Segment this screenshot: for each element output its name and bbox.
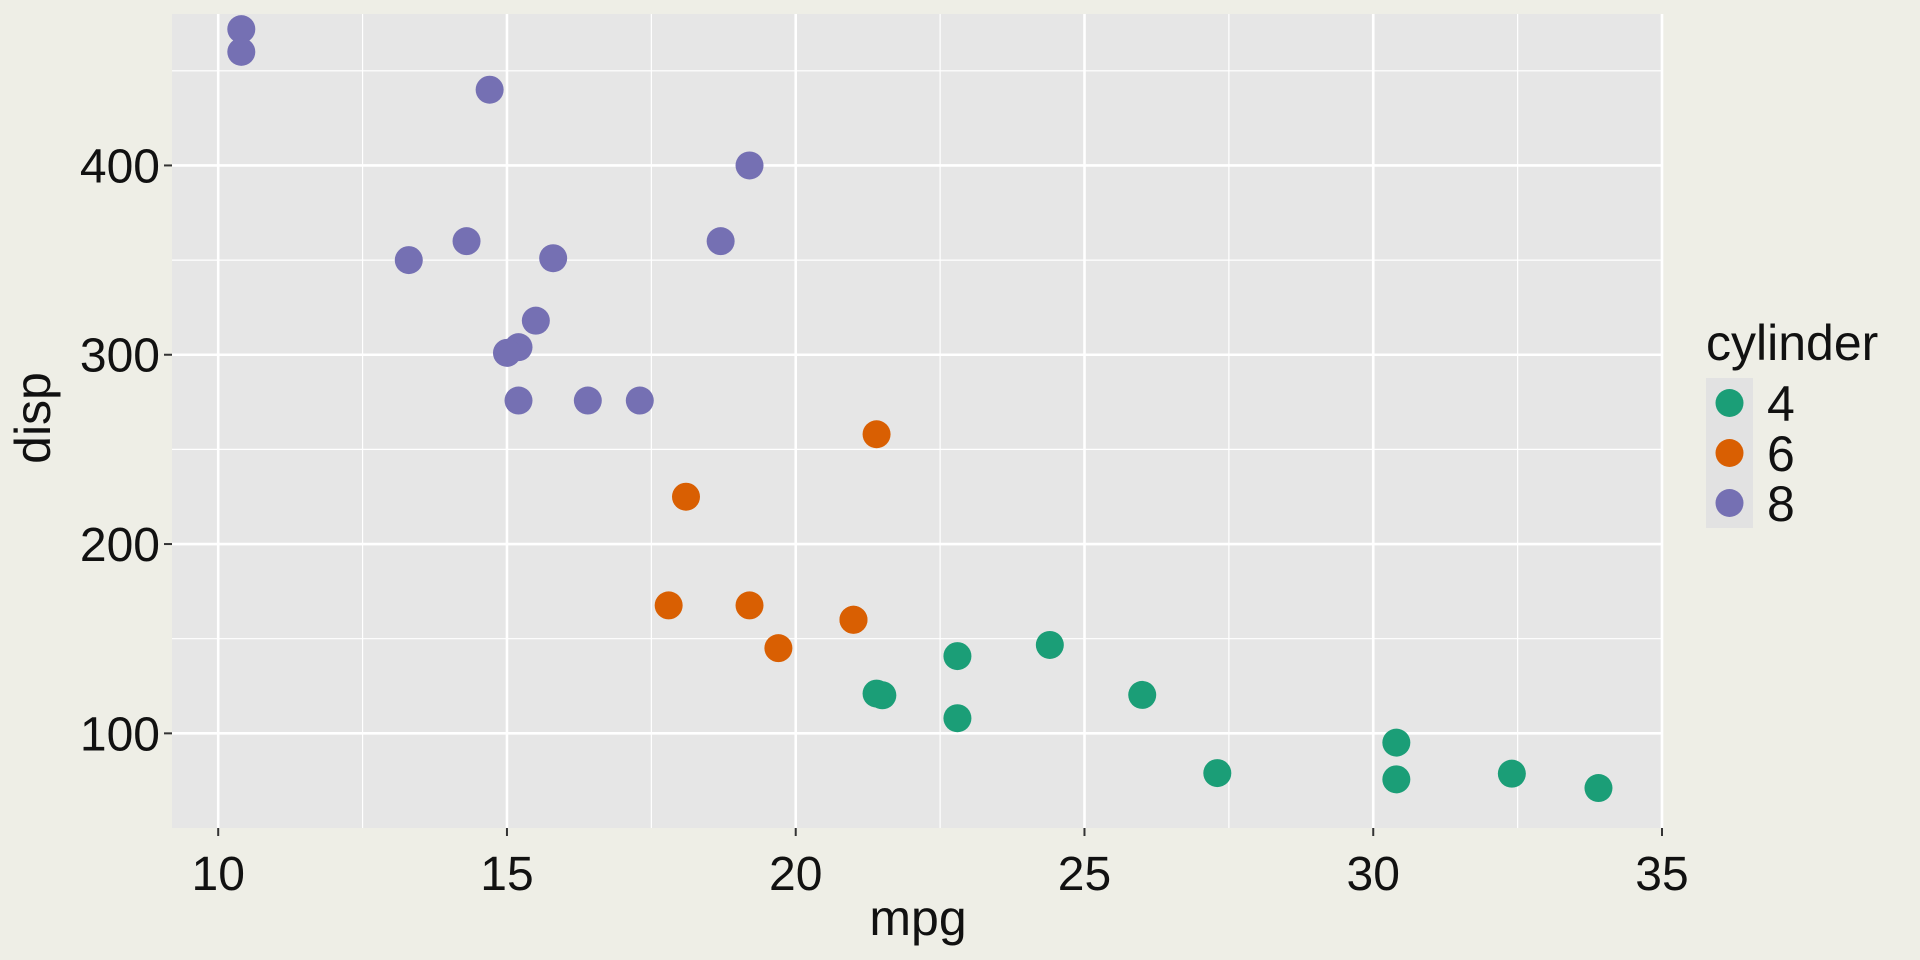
data-point-cyl-6: [764, 634, 793, 663]
x-tick-label: 25: [1058, 848, 1111, 901]
data-point-cyl-8: [521, 306, 550, 335]
major-gridlines: [172, 14, 1664, 828]
data-point-cyl-8: [475, 75, 504, 104]
legend-keys: 468: [1706, 376, 1795, 532]
data-point-cyl-4: [1035, 630, 1064, 659]
legend-label-cyl-6: 6: [1767, 426, 1795, 482]
y-tick-label: 400: [80, 140, 160, 193]
data-point-cyl-6: [671, 482, 700, 511]
y-tick-label: 100: [80, 708, 160, 761]
x-tick-label: 35: [1635, 848, 1688, 901]
data-point-cyl-8: [394, 246, 423, 275]
legend-title: cylinder: [1706, 315, 1878, 371]
data-point-cyl-8: [227, 37, 256, 66]
y-tick-label: 300: [80, 330, 160, 383]
data-point-cyl-8: [504, 386, 533, 415]
x-tick-label: 15: [480, 848, 533, 901]
y-tick-label: 200: [80, 519, 160, 572]
data-point-cyl-6: [735, 591, 764, 620]
y-axis-tick-labels: 100 200 300 400: [80, 140, 160, 761]
data-point-cyl-6: [654, 591, 683, 620]
legend-key-cyl-4: [1715, 389, 1744, 417]
y-axis-title: disp: [5, 372, 61, 464]
x-axis-tick-labels: 10 15 20 25 30 35: [192, 848, 1689, 901]
data-point-cyl-4: [1382, 765, 1411, 794]
data-point-cyl-8: [573, 386, 602, 415]
data-point-cyl-8: [706, 227, 735, 256]
x-tick-label: 20: [769, 848, 822, 901]
data-point-cyl-8: [492, 338, 521, 367]
data-points: [227, 15, 1613, 803]
data-point-cyl-4: [943, 704, 972, 733]
data-point-cyl-6: [839, 605, 868, 634]
data-point-cyl-4: [1128, 680, 1157, 709]
data-point-cyl-4: [943, 642, 972, 671]
data-point-cyl-4: [862, 679, 891, 708]
legend-label-cyl-8: 8: [1767, 476, 1795, 532]
data-point-cyl-8: [735, 151, 764, 180]
data-point-cyl-8: [452, 227, 481, 256]
data-point-cyl-4: [1497, 759, 1526, 788]
legend-key-cyl-6: [1715, 439, 1744, 467]
legend-label-cyl-4: 4: [1767, 376, 1795, 432]
data-point-cyl-4: [1382, 728, 1411, 757]
data-point-cyl-4: [1584, 774, 1613, 803]
data-point-cyl-8: [227, 15, 256, 44]
data-point-cyl-4: [1203, 759, 1232, 788]
x-tick-label: 10: [192, 848, 245, 901]
x-axis-title: mpg: [869, 890, 966, 946]
x-tick-label: 30: [1347, 848, 1400, 901]
data-point-cyl-6: [862, 420, 891, 449]
legend: cylinder 468: [1706, 315, 1878, 532]
data-point-cyl-8: [625, 386, 654, 415]
plot-panel: [172, 14, 1662, 828]
data-point-cyl-8: [539, 244, 568, 273]
legend-key-cyl-8: [1715, 489, 1744, 517]
axis-ticks: [164, 164, 1663, 836]
